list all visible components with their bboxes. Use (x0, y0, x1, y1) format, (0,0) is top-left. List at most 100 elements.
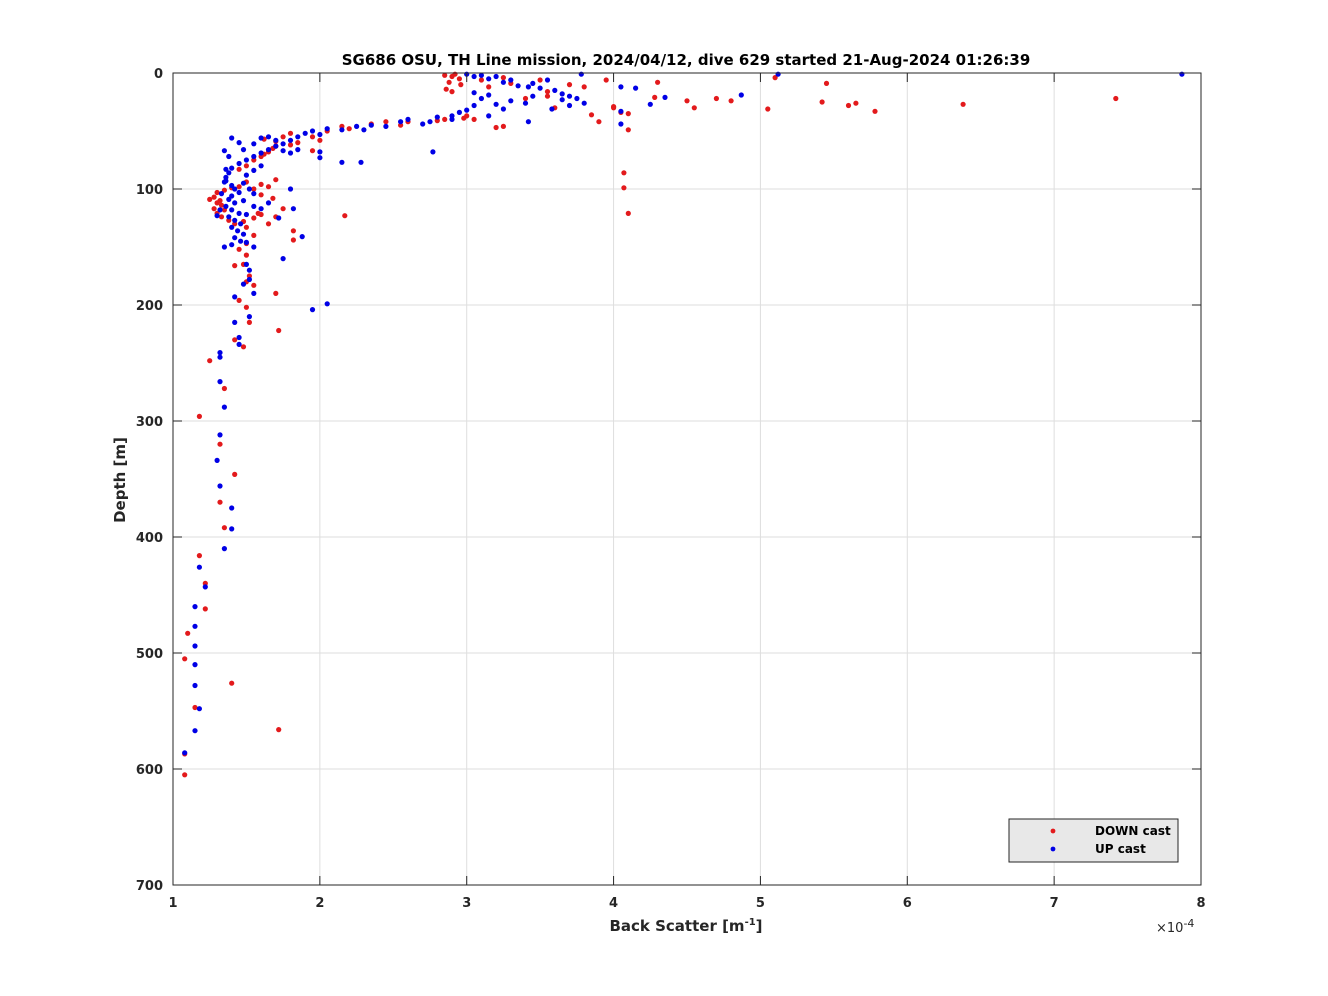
data-point (537, 77, 543, 83)
series-down-cast (182, 71, 1119, 778)
data-point (280, 148, 286, 154)
points-layer (182, 71, 1185, 778)
data-point (449, 89, 455, 95)
data-point (618, 121, 624, 127)
data-point (738, 92, 744, 98)
data-point (207, 196, 213, 202)
data-point (420, 121, 426, 127)
data-point (226, 153, 232, 160)
data-point (508, 77, 514, 83)
data-point (383, 119, 389, 125)
data-point (500, 79, 506, 85)
data-point (258, 181, 264, 187)
data-point (446, 79, 452, 85)
data-point (182, 750, 188, 756)
data-point (251, 191, 257, 197)
x-axis-label: Back Scatter [m-1] (609, 917, 762, 935)
data-point (290, 206, 296, 212)
y-tick-label: 0 (154, 67, 163, 82)
data-point (324, 126, 330, 132)
data-point (221, 244, 227, 250)
data-point (525, 84, 532, 90)
data-point (217, 499, 223, 505)
data-point (578, 71, 584, 77)
data-point (192, 643, 198, 649)
data-point (471, 116, 477, 122)
data-point (290, 237, 296, 243)
data-point (258, 163, 264, 169)
y-tick-label: 600 (136, 763, 163, 778)
data-point (486, 92, 492, 98)
data-point (525, 119, 532, 125)
data-point (691, 105, 697, 111)
data-point (765, 106, 771, 112)
data-point (236, 189, 242, 196)
data-point (559, 91, 565, 97)
data-point (229, 135, 235, 141)
data-point (486, 76, 492, 82)
data-point (246, 186, 252, 192)
data-point (243, 304, 249, 310)
data-point (317, 131, 323, 138)
data-point (258, 206, 264, 212)
data-point (287, 130, 294, 136)
data-point (246, 267, 252, 273)
data-point (458, 82, 464, 88)
data-point (236, 246, 242, 252)
data-point (280, 206, 286, 212)
data-point (240, 198, 247, 204)
data-point (221, 187, 227, 193)
data-point (218, 214, 225, 220)
data-point (872, 108, 878, 114)
data-point (486, 84, 492, 90)
data-point (192, 623, 198, 629)
data-point (192, 682, 198, 689)
data-point (240, 281, 247, 287)
data-point (434, 114, 440, 120)
data-point (276, 215, 282, 221)
data-point (243, 157, 249, 163)
data-point (823, 80, 830, 86)
data-point (530, 80, 536, 86)
data-point (853, 100, 859, 106)
x-axis-multiplier: ×10-4 (1156, 917, 1194, 936)
data-point (265, 147, 272, 153)
data-point (772, 75, 778, 81)
legend-label-down: DOWN cast (1095, 824, 1171, 838)
data-point (339, 159, 345, 165)
y-tick-label: 200 (136, 299, 163, 314)
y-tick-label: 400 (136, 531, 163, 546)
data-point (276, 727, 282, 733)
data-point (232, 235, 238, 241)
data-point (214, 200, 220, 206)
data-point (232, 471, 238, 477)
x-axis-label-sup: -1 (745, 917, 756, 928)
data-point (251, 153, 257, 160)
data-point (217, 207, 223, 213)
data-point (229, 526, 235, 532)
data-point (625, 210, 631, 216)
data-point (317, 137, 323, 143)
data-point (443, 86, 449, 92)
data-point (221, 525, 227, 531)
data-point (566, 93, 573, 99)
data-point (226, 170, 232, 176)
data-point (544, 93, 551, 99)
data-point (461, 115, 467, 121)
data-point (226, 214, 232, 220)
data-point (246, 276, 252, 283)
data-point (295, 147, 301, 153)
data-point (251, 290, 257, 296)
data-point (559, 97, 565, 103)
data-point (238, 238, 244, 244)
data-point (226, 196, 232, 202)
data-point (581, 100, 587, 106)
data-point (442, 72, 448, 78)
data-point (309, 128, 316, 134)
data-point (464, 107, 470, 113)
data-point (845, 102, 852, 109)
data-point (515, 83, 521, 89)
data-point (232, 217, 238, 223)
data-point (243, 211, 249, 218)
data-point (652, 94, 658, 100)
